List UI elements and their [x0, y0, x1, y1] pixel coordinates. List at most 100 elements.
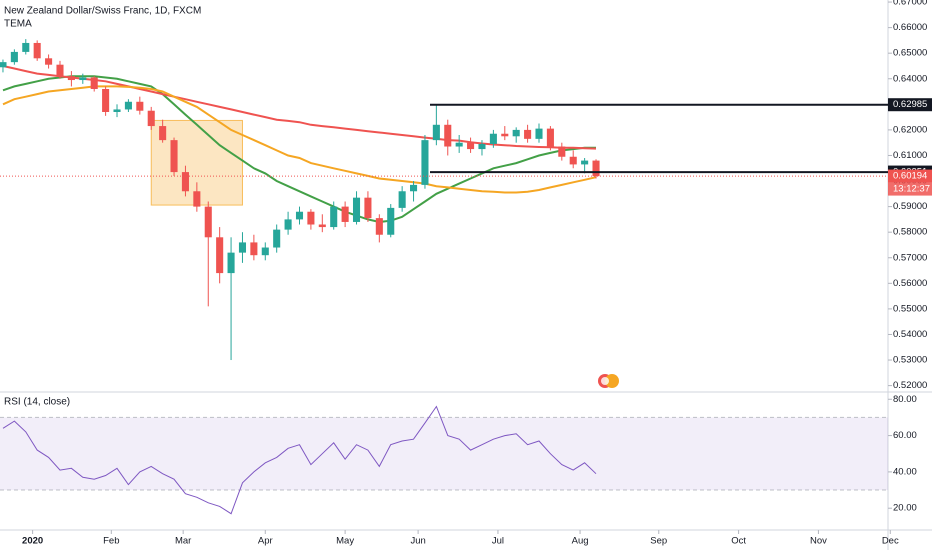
- chart-title: New Zealand Dollar/Swiss Franc, 1D, FXCM: [4, 6, 201, 17]
- countdown-label: 13:12:37: [893, 184, 930, 195]
- candle-body: [410, 184, 418, 192]
- y-tick-label: 80.00: [893, 394, 917, 405]
- candle-body: [10, 51, 18, 63]
- candle-body: [581, 160, 589, 165]
- candle-body: [330, 206, 338, 228]
- candle-body: [147, 110, 155, 127]
- x-tick-label: Jul: [492, 536, 504, 547]
- y-tick-label: 40.00: [893, 466, 917, 477]
- candle-body: [90, 77, 98, 89]
- moving-average-line: [2, 85, 597, 194]
- indicator-icon: [598, 374, 619, 388]
- price-label: 0.62985: [893, 99, 927, 110]
- indicator-label: TEMA: [4, 19, 32, 30]
- price-label-box: [888, 98, 932, 112]
- candle-body: [455, 142, 463, 147]
- candle-body: [33, 42, 41, 59]
- marks: [0, 1, 892, 534]
- x-tick-label: May: [336, 536, 354, 547]
- candle-body: [216, 237, 224, 274]
- candle-body: [398, 191, 406, 208]
- moving-average-line: [2, 65, 597, 150]
- candle-body: [45, 58, 53, 65]
- candle-body: [0, 62, 7, 68]
- y-tick-label: 0.64000: [893, 73, 927, 84]
- y-tick-label: 60.00: [893, 430, 917, 441]
- y-tick-label: 0.67000: [893, 0, 927, 8]
- price-label: 0.60194: [893, 171, 927, 182]
- x-tick-label: 2020: [22, 536, 43, 547]
- candle-body: [512, 129, 520, 137]
- y-tick-label: 0.55000: [893, 303, 927, 314]
- candle-body: [56, 64, 64, 77]
- x-tick-label: Feb: [103, 536, 119, 547]
- candle-body: [124, 101, 132, 110]
- rsi-line: [2, 405, 597, 515]
- candle-body: [444, 124, 452, 147]
- candle-body: [170, 140, 178, 173]
- candle-body: [364, 197, 372, 219]
- candle-body: [341, 206, 349, 222]
- x-tick-label: Apr: [258, 536, 273, 547]
- candle-body: [193, 191, 201, 207]
- candle-body: [478, 143, 486, 150]
- candle-body: [113, 109, 121, 112]
- candle-body: [387, 207, 395, 235]
- candle-body: [136, 101, 144, 111]
- y-tick-label: 0.58000: [893, 227, 927, 238]
- y-tick-label: 0.61000: [893, 150, 927, 161]
- candle-body: [318, 224, 326, 228]
- candle-body: [273, 229, 281, 248]
- y-tick-label: 20.00: [893, 503, 917, 514]
- x-tick-label: Aug: [572, 536, 589, 547]
- candle-body: [432, 124, 440, 141]
- y-tick-label: 0.53000: [893, 355, 927, 366]
- moving-average-line: [2, 75, 596, 224]
- candle-body: [558, 146, 566, 157]
- y-tick-label: 0.57000: [893, 252, 927, 263]
- candle-body: [284, 219, 292, 230]
- candle-body: [204, 206, 212, 238]
- labels: 0.670000.660000.650000.640000.630000.620…: [22, 0, 932, 547]
- candle-body: [546, 128, 554, 147]
- x-tick-label: Mar: [175, 536, 191, 547]
- y-tick-label: 0.52000: [893, 380, 927, 391]
- rsi-band: [0, 417, 888, 491]
- candle-body: [250, 242, 258, 256]
- candle-body: [67, 76, 75, 81]
- candle-body: [159, 126, 167, 141]
- candle-body: [467, 142, 475, 150]
- x-tick-label: Dec: [882, 536, 899, 547]
- candle-body: [421, 140, 429, 185]
- candle-body: [524, 129, 532, 139]
- candle-body: [352, 197, 361, 222]
- candle-body: [307, 211, 315, 225]
- candle-body: [261, 247, 269, 256]
- countdown-box: [888, 182, 932, 196]
- candle-body: [79, 77, 87, 81]
- y-tick-label: 0.54000: [893, 329, 927, 340]
- x-tick-label: Nov: [810, 536, 827, 547]
- x-tick-label: Jun: [410, 536, 425, 547]
- x-tick-label: Oct: [731, 536, 746, 547]
- price-label-box: [888, 169, 932, 183]
- candle-body: [501, 133, 509, 137]
- rsi-title: RSI (14, close): [4, 397, 70, 408]
- y-tick-label: 0.62000: [893, 124, 927, 135]
- candle-body: [535, 128, 543, 139]
- candle-body: [227, 252, 235, 274]
- candle-body: [22, 42, 30, 52]
- candle-body: [592, 160, 600, 177]
- candle-body: [295, 211, 304, 220]
- candle-body: [238, 242, 247, 253]
- x-tick-label: Sep: [650, 536, 667, 547]
- y-tick-label: 0.66000: [893, 22, 927, 33]
- y-tick-label: 0.56000: [893, 278, 927, 289]
- candle-body: [102, 88, 110, 112]
- candle-body: [375, 218, 383, 235]
- candle-body: [569, 156, 577, 165]
- y-tick-label: 0.59000: [893, 201, 927, 212]
- candle-body: [489, 133, 497, 144]
